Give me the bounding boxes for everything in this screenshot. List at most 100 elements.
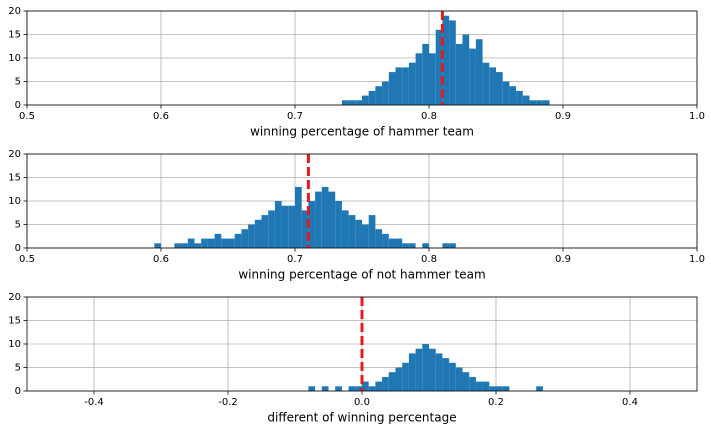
histogram-bar bbox=[469, 376, 476, 391]
histogram-bar bbox=[382, 233, 389, 248]
histogram-bar bbox=[422, 243, 429, 248]
histogram-bar bbox=[402, 67, 409, 105]
histogram-bar bbox=[422, 43, 429, 105]
histogram-bar bbox=[388, 372, 396, 391]
x-tick-label: 0.0 bbox=[354, 397, 370, 408]
x-tick-label: 0.8 bbox=[421, 254, 437, 265]
plot-frame bbox=[26, 153, 698, 249]
histogram-bar bbox=[362, 95, 369, 105]
histogram-bar bbox=[355, 219, 362, 248]
y-tick-label: 0 bbox=[15, 100, 21, 111]
histogram-bar bbox=[496, 72, 503, 105]
histogram-bar bbox=[268, 210, 275, 248]
histogram-bar bbox=[382, 376, 389, 391]
histogram-bar bbox=[375, 381, 383, 391]
histogram-bar bbox=[174, 243, 182, 248]
histogram-bar bbox=[368, 90, 376, 105]
histogram-bar bbox=[187, 238, 195, 248]
histogram-bar bbox=[489, 386, 496, 391]
histogram-bar bbox=[496, 386, 503, 391]
histogram-bar bbox=[388, 72, 396, 105]
histogram-bar bbox=[328, 191, 336, 248]
histogram-bar bbox=[408, 243, 416, 248]
histogram-bar bbox=[536, 100, 543, 105]
histogram-bar bbox=[375, 86, 383, 105]
histogram-bar bbox=[214, 233, 222, 248]
x-tick-label: 0.6 bbox=[153, 254, 169, 265]
histogram-bar bbox=[408, 353, 416, 391]
histogram-bar bbox=[502, 386, 510, 391]
histogram-bar bbox=[435, 29, 443, 105]
y-tick-label: 10 bbox=[8, 339, 21, 350]
histogram-bar bbox=[442, 358, 450, 391]
histogram-bar bbox=[368, 386, 376, 391]
y-tick-label: 0 bbox=[15, 243, 21, 254]
histogram-bar bbox=[207, 238, 215, 248]
histogram-bar bbox=[462, 34, 470, 105]
x-tick-label: 0.9 bbox=[555, 254, 571, 265]
x-tick-label: -0.4 bbox=[84, 397, 104, 408]
histogram-bar bbox=[475, 381, 483, 391]
histogram-bar bbox=[254, 219, 262, 248]
histogram-bar bbox=[522, 95, 530, 105]
histogram-bar bbox=[482, 381, 490, 391]
histogram-bar bbox=[529, 100, 537, 105]
y-tick-label: 20 bbox=[8, 292, 21, 303]
histogram-bar bbox=[455, 43, 463, 105]
histogram-bar bbox=[449, 243, 456, 248]
y-tick-label: 10 bbox=[8, 196, 21, 207]
histogram-bar bbox=[542, 100, 550, 105]
histogram-bar bbox=[415, 53, 423, 105]
histogram-bar bbox=[355, 100, 362, 105]
y-tick-label: 5 bbox=[15, 220, 21, 231]
histogram-bar bbox=[536, 386, 543, 391]
histogram-bar bbox=[395, 367, 403, 391]
histogram-bar bbox=[194, 243, 202, 248]
x-tick-label: 0.8 bbox=[421, 111, 437, 122]
x-tick-label: -0.2 bbox=[218, 397, 238, 408]
histogram-bar bbox=[502, 81, 510, 105]
y-tick-label: 15 bbox=[8, 30, 21, 41]
histogram-bar bbox=[368, 215, 376, 248]
histogram-bar bbox=[234, 233, 242, 248]
histogram-bar bbox=[475, 39, 483, 106]
y-tick-label: 20 bbox=[8, 149, 21, 160]
histogram-bar bbox=[228, 238, 235, 248]
histogram-bar bbox=[469, 48, 476, 105]
histogram-bar bbox=[335, 386, 342, 391]
histogram-bar bbox=[348, 386, 356, 391]
histogram-bar bbox=[301, 210, 309, 248]
y-tick-label: 5 bbox=[15, 363, 21, 374]
x-tick-label: 0.6 bbox=[153, 111, 169, 122]
histogram-bar bbox=[455, 367, 463, 391]
histogram-bar bbox=[348, 100, 356, 105]
x-tick-label: 0.5 bbox=[19, 254, 35, 265]
histogram-bar bbox=[362, 381, 369, 391]
histogram-bar bbox=[362, 224, 369, 248]
histogram-bar bbox=[388, 238, 396, 248]
y-tick-label: 10 bbox=[8, 53, 21, 64]
histogram-bar bbox=[221, 238, 228, 248]
histogram-bar bbox=[348, 215, 356, 248]
histogram-bar bbox=[201, 238, 208, 248]
plot-frame bbox=[26, 10, 698, 106]
histogram-bar bbox=[248, 224, 255, 248]
y-tick-label: 5 bbox=[15, 77, 21, 88]
histogram-bar bbox=[281, 205, 289, 248]
histogram-bar bbox=[509, 86, 517, 105]
histogram-bar bbox=[516, 90, 523, 105]
histogram-bar bbox=[402, 362, 409, 391]
x-tick-label: 0.4 bbox=[622, 397, 638, 408]
histogram-bar bbox=[321, 386, 329, 391]
x-tick-label: 1.0 bbox=[689, 254, 705, 265]
histogram-bar bbox=[429, 53, 436, 105]
plot-frame bbox=[26, 296, 698, 392]
x-tick-label: 0.2 bbox=[488, 397, 504, 408]
histogram-bar bbox=[462, 372, 470, 391]
x-axis-label: different of winning percentage bbox=[267, 411, 456, 425]
histogram-bar bbox=[335, 201, 342, 248]
histogram-bar bbox=[321, 186, 329, 248]
histogram-bar bbox=[395, 67, 403, 105]
histogram-bar bbox=[288, 205, 295, 248]
